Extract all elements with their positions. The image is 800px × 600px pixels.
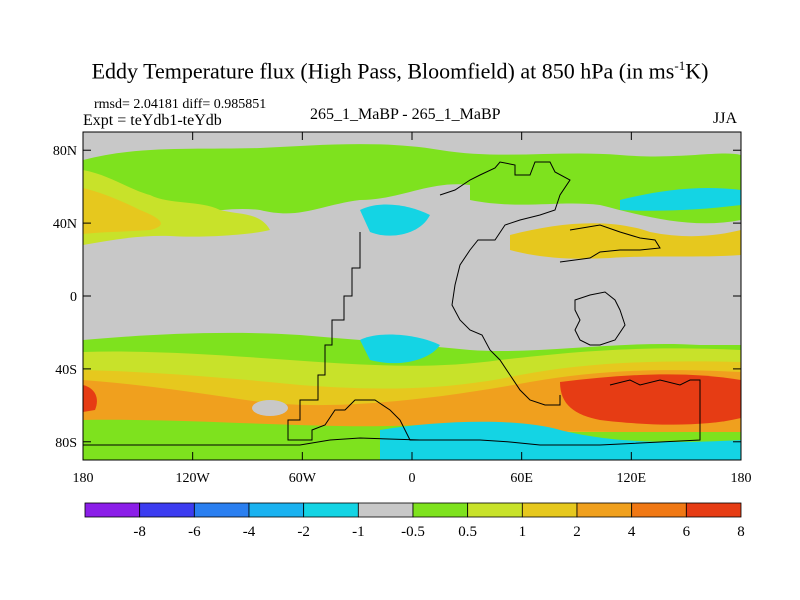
field-green-patch [252, 400, 288, 416]
colorbar-label: -4 [243, 524, 256, 540]
field-cyan-antarctic [380, 421, 741, 460]
colorbar-label: -0.5 [401, 524, 425, 540]
x-tick-label: 0 [409, 471, 416, 486]
stats-label: rmsd= 2.04181 diff= 0.985851 [94, 97, 267, 112]
colorbar-swatch [412, 502, 469, 518]
colorbar-label: 2 [573, 524, 581, 540]
colorbar-swatch [84, 502, 141, 518]
y-axis: 80N 40N 0 40S 80S [53, 144, 741, 451]
x-tick-label: 120E [617, 471, 647, 486]
colorbar-swatch [467, 502, 523, 518]
colorbar-swatch [303, 502, 359, 518]
x-tick-label: 120W [176, 471, 211, 486]
y-tick-label: 40S [55, 363, 77, 378]
coastline-asia [559, 224, 661, 263]
field-orange-pacific [83, 188, 161, 234]
colorbar-label: -2 [297, 524, 310, 540]
field-cyan-africa [360, 334, 440, 364]
colorbar-label: -8 [133, 524, 146, 540]
comparison-label: 265_1_MaBP - 265_1_MaBP [310, 106, 501, 123]
x-axis: 180 120W 60W 0 60E 120E 180 [73, 132, 752, 486]
y-tick-label: 80S [55, 436, 77, 451]
colorbar-swatch [631, 502, 687, 518]
coastline-antarctica [83, 379, 701, 446]
field-cyan-canada [360, 204, 430, 236]
colorbar-label: 8 [737, 524, 745, 540]
colorbar-label: -1 [352, 524, 365, 540]
colorbar-swatch [521, 502, 578, 518]
x-tick-label: 60W [289, 471, 317, 486]
contour-field [83, 132, 741, 460]
coastline-americas [287, 232, 420, 441]
colorbar-label: 0.5 [458, 524, 477, 540]
colorbar-swatch [576, 502, 633, 518]
coastlines [83, 161, 701, 446]
coastline-africa-europe [439, 161, 571, 406]
experiment-label: Expt = teYdb1-teYdb [83, 112, 222, 129]
field-cyan-arctic [620, 188, 741, 211]
field-orange-asia [510, 223, 741, 259]
colorbar-swatch [248, 502, 305, 518]
x-tick-label: 180 [73, 471, 94, 486]
field-green-north [83, 144, 741, 230]
colorbar-label: 6 [683, 524, 691, 540]
colorbar-swatch [139, 502, 195, 518]
x-tick-label: 60E [510, 471, 533, 486]
chart-title: Eddy Temperature flux (High Pass, Bloomf… [91, 58, 709, 84]
coastline-australia [574, 291, 626, 346]
y-tick-label: 40N [53, 217, 77, 232]
y-tick-label: 0 [70, 290, 77, 305]
colorbar-label: -6 [188, 524, 201, 540]
colorbar-label: 1 [519, 524, 527, 540]
colorbar-label: 4 [628, 524, 636, 540]
x-tick-label: 180 [731, 471, 752, 486]
colorbar-swatch [357, 502, 414, 518]
field-red-west [83, 385, 97, 412]
field-red-south [560, 374, 741, 425]
colorbar-swatch [685, 502, 742, 518]
y-tick-label: 80N [53, 144, 77, 159]
colorbar-swatch [193, 502, 250, 518]
season-label: JJA [713, 110, 738, 127]
